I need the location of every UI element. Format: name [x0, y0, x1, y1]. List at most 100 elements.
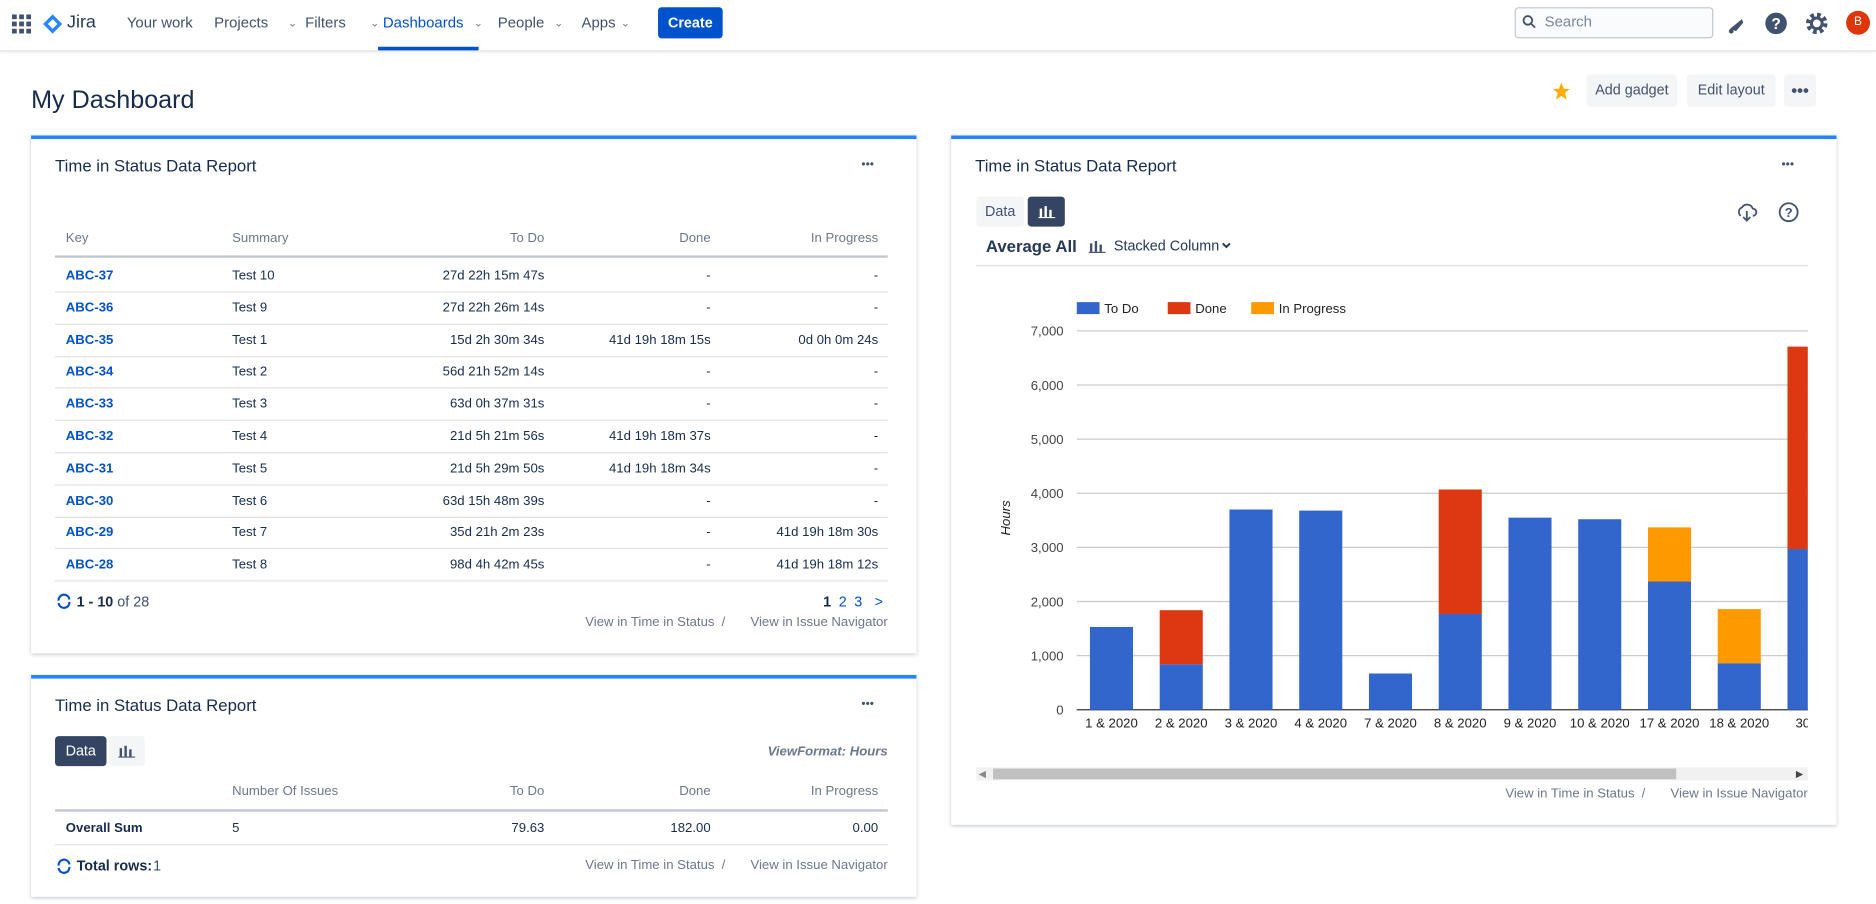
y-axis-label: Hours [998, 500, 1013, 536]
nav-item[interactable]: Dashboards [383, 13, 464, 32]
jira-logo[interactable] [42, 13, 64, 35]
issue-key[interactable]: ABC-33 [66, 395, 114, 414]
bar-segment [1090, 627, 1133, 710]
svg-text:?: ? [1785, 205, 1793, 220]
issue-key[interactable]: ABC-37 [66, 266, 114, 285]
issue-key[interactable]: ABC-31 [66, 459, 114, 478]
cell: - [639, 427, 878, 446]
help-icon[interactable]: ? [1778, 201, 1800, 223]
nav-caret: ⌄ [288, 13, 297, 32]
app-switcher[interactable] [12, 14, 31, 33]
nav-item[interactable]: Filters [305, 13, 346, 32]
cell: 5 [232, 819, 239, 838]
y-tick-label: 4,000 [1031, 486, 1064, 501]
help-icon[interactable]: ? [1765, 12, 1788, 35]
legend-swatch [1251, 302, 1274, 314]
scrollbar-thumb[interactable] [993, 769, 1676, 780]
issue-key[interactable]: ABC-34 [66, 363, 114, 382]
column-header: Key [66, 229, 89, 248]
header-rule [55, 255, 888, 257]
aggregate-select[interactable]: Average All [986, 236, 1077, 255]
bar-segment [1299, 511, 1342, 710]
create-button[interactable]: Create [658, 7, 723, 38]
nav-item[interactable]: Projects [214, 13, 268, 32]
row-rule [55, 581, 888, 582]
bar-segment [1160, 610, 1203, 664]
caret [1220, 241, 1232, 251]
header-rule [55, 809, 888, 811]
settings-icon[interactable] [1805, 12, 1828, 35]
issue-key[interactable]: ABC-30 [66, 491, 114, 510]
scroll-left[interactable]: ◀ [979, 765, 986, 784]
cell: - [639, 298, 878, 317]
row-rule [55, 420, 888, 421]
cell: 41d 19h 18m 12s [639, 555, 878, 574]
plot: 1 & 20202 & 20203 & 20204 & 20207 & 2020… [1085, 347, 1830, 731]
chart-kind-select[interactable]: Stacked Column [1114, 236, 1219, 255]
nav-item[interactable]: Apps [581, 13, 615, 32]
refresh-icon[interactable] [56, 858, 72, 874]
link[interactable]: View in Time in Status [356, 856, 715, 875]
nav-item[interactable]: People [498, 13, 545, 32]
row-rule [55, 356, 888, 357]
cell: Test 7 [232, 523, 267, 542]
nav-caret: ⌄ [621, 13, 630, 32]
legend-label: Done [1195, 301, 1226, 316]
data-tab[interactable]: Data [976, 197, 1024, 227]
bar-segment [1718, 663, 1761, 710]
issue-key[interactable]: ABC-29 [66, 523, 114, 542]
y-tick-label: 2,000 [1031, 594, 1064, 609]
download-icon[interactable] [1736, 201, 1758, 223]
page-total: of 28 [117, 592, 149, 611]
dashboard-title: My Dashboard [31, 86, 194, 115]
divider [976, 265, 1808, 266]
star-icon[interactable] [1552, 82, 1571, 101]
avatar-initial: B [1846, 13, 1870, 32]
more-button[interactable]: ••• [1784, 74, 1816, 106]
product-name[interactable]: Jira [67, 13, 96, 32]
gadget-menu[interactable]: ••• [861, 156, 874, 175]
link[interactable]: View in Time in Status [356, 613, 715, 632]
gadget-title: Time in Status Data Report [55, 156, 256, 175]
legend-swatch [1077, 302, 1100, 314]
data-tab[interactable]: Data [55, 736, 106, 766]
y-tick-label: 5,000 [1031, 432, 1064, 447]
issue-key[interactable]: ABC-36 [66, 298, 114, 317]
nav-caret: ⌄ [474, 13, 483, 32]
row-rule [55, 844, 888, 845]
x-tick-label: 8 & 2020 [1434, 716, 1487, 731]
cell: Test 6 [232, 491, 267, 510]
bar-segment [1439, 489, 1482, 613]
bar-segment [1648, 581, 1691, 709]
edit-layout-button[interactable]: Edit layout [1687, 74, 1776, 106]
link[interactable]: View in Time in Status [1276, 784, 1635, 803]
issue-key[interactable]: ABC-35 [66, 330, 114, 349]
search-placeholder: Search [1545, 12, 1592, 31]
y-tick-label: 3,000 [1031, 540, 1064, 555]
chart: 01,0002,0003,0004,0005,0006,0007,000Hour… [951, 276, 1836, 744]
nav-active-underline [378, 47, 479, 51]
cell: 41d 19h 18m 30s [639, 523, 878, 542]
x-tick-label: 3 & 2020 [1225, 716, 1278, 731]
gadget-menu[interactable]: ••• [861, 695, 874, 714]
cell: Test 10 [232, 266, 274, 285]
cell: - [639, 395, 878, 414]
page-link[interactable]: > [875, 592, 883, 611]
gadget-menu[interactable]: ••• [1781, 156, 1794, 175]
view-format: ViewFormat: Hours [598, 742, 888, 761]
cell: Test 1 [232, 330, 267, 349]
x-tick-label: 18 & 2020 [1709, 716, 1769, 731]
issue-key[interactable]: ABC-28 [66, 555, 114, 574]
page-link[interactable]: 3 [854, 592, 862, 611]
x-tick-label: 7 & 2020 [1364, 716, 1417, 731]
add-gadget-button[interactable]: Add gadget [1586, 74, 1677, 106]
x-tick-label: 4 & 2020 [1294, 716, 1347, 731]
scroll-right[interactable]: ▶ [1796, 765, 1803, 784]
nav-item[interactable]: Your work [127, 13, 193, 32]
issue-key[interactable]: ABC-32 [66, 427, 114, 446]
page-link[interactable]: 2 [839, 592, 847, 611]
cell: Test 9 [232, 298, 267, 317]
notifications-icon[interactable] [1725, 13, 1747, 35]
page-link[interactable]: 1 [823, 592, 831, 611]
refresh-icon[interactable] [56, 593, 72, 609]
